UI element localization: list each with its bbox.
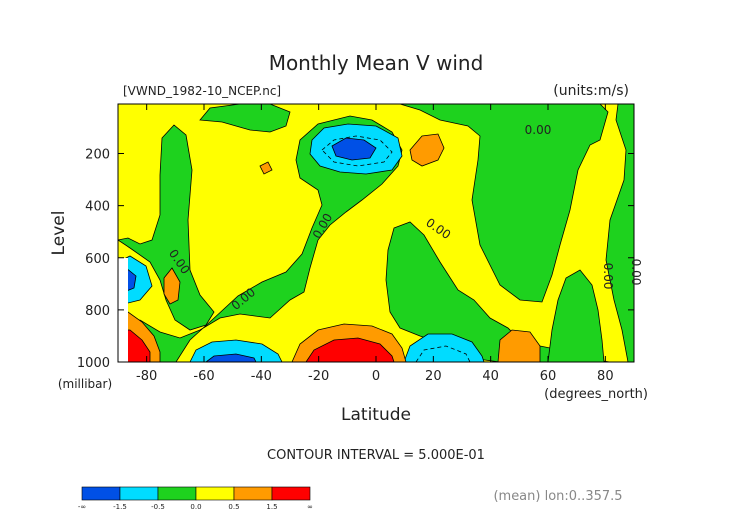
- contour-label: 0.00: [525, 123, 552, 137]
- contour-fill-blue: [331, 137, 377, 161]
- y-tick-label: 400: [85, 200, 110, 215]
- colorbar-swatch: [157, 486, 197, 501]
- colorbar-swatch: [81, 486, 121, 501]
- contour-field: [118, 104, 634, 362]
- contour-fill-red: [305, 337, 395, 362]
- averaging-note: (mean) lon:0..357.5: [493, 489, 622, 504]
- colorbar-label: -0.5: [151, 503, 165, 511]
- contour-interval-note: CONTOUR INTERVAL = 5.000E-01: [267, 448, 485, 463]
- contour-fill-blue: [205, 353, 257, 362]
- y-axis-label: Level: [49, 211, 69, 256]
- colorbar-swatch: [271, 486, 311, 501]
- x-tick-label: 80: [597, 369, 614, 384]
- contour-fill-green: [547, 269, 605, 362]
- x-tick-label: -80: [136, 369, 157, 384]
- colorbar-swatch: [119, 486, 159, 501]
- y-tick-label: 600: [85, 252, 110, 267]
- contour-fill-green: [118, 115, 403, 362]
- x-tick-label: 40: [482, 369, 499, 384]
- colorbar-label: -∞: [78, 503, 86, 511]
- colorbar-swatch: [195, 486, 235, 501]
- colorbar-label: 0.5: [228, 503, 239, 511]
- x-axis-label: Latitude: [341, 405, 411, 425]
- colorbar-label: 1.5: [266, 503, 277, 511]
- x-tick-label: 60: [540, 369, 557, 384]
- file-label: [VWND_1982-10_NCEP.nc]: [123, 84, 281, 98]
- x-tick-label: -20: [308, 369, 329, 384]
- units-label: (units:m/s): [553, 83, 629, 99]
- x-unit-label: (degrees_north): [544, 387, 648, 402]
- contour-fill-green: [605, 104, 634, 362]
- colorbar-label: -1.5: [113, 503, 127, 511]
- x-axis-ticks: -80 -60 -40 -20 0 20 40 60 80: [136, 104, 614, 384]
- colorbar-swatch: [233, 486, 273, 501]
- y-tick-label: 1000: [77, 356, 110, 371]
- colorbar-label: 0.0: [190, 503, 201, 511]
- y-tick-label: 200: [85, 148, 110, 163]
- contour-label: 0.00: [629, 259, 643, 286]
- contour-label: 0.00: [601, 263, 615, 290]
- x-tick-label: -40: [251, 369, 272, 384]
- contour-fill-orange: [163, 267, 181, 305]
- colorbar: -∞ -1.5 -0.5 0.0 0.5 1.5 ∞: [78, 486, 313, 511]
- x-tick-label: -60: [193, 369, 214, 384]
- contour-fill-orange: [409, 133, 445, 167]
- contour-fill-cyan: [403, 333, 485, 362]
- negative-contour-line: [321, 135, 393, 167]
- contour-fill-orange: [259, 161, 273, 175]
- contour-fill-orange: [497, 329, 541, 362]
- y-axis-ticks: 200 400 600 800 1000: [77, 148, 634, 371]
- y-tick-label: 800: [85, 304, 110, 319]
- x-tick-label: 20: [425, 369, 442, 384]
- x-tick-label: 0: [372, 369, 380, 384]
- contour-fill-green: [199, 104, 291, 133]
- contour-fill-green: [118, 124, 215, 331]
- chart-title: Monthly Mean V wind: [269, 51, 484, 75]
- y-unit-label: (millibar): [58, 377, 112, 391]
- contour-fill-green: [399, 104, 609, 303]
- colorbar-label: ∞: [307, 503, 313, 511]
- negative-contour-line: [415, 345, 471, 362]
